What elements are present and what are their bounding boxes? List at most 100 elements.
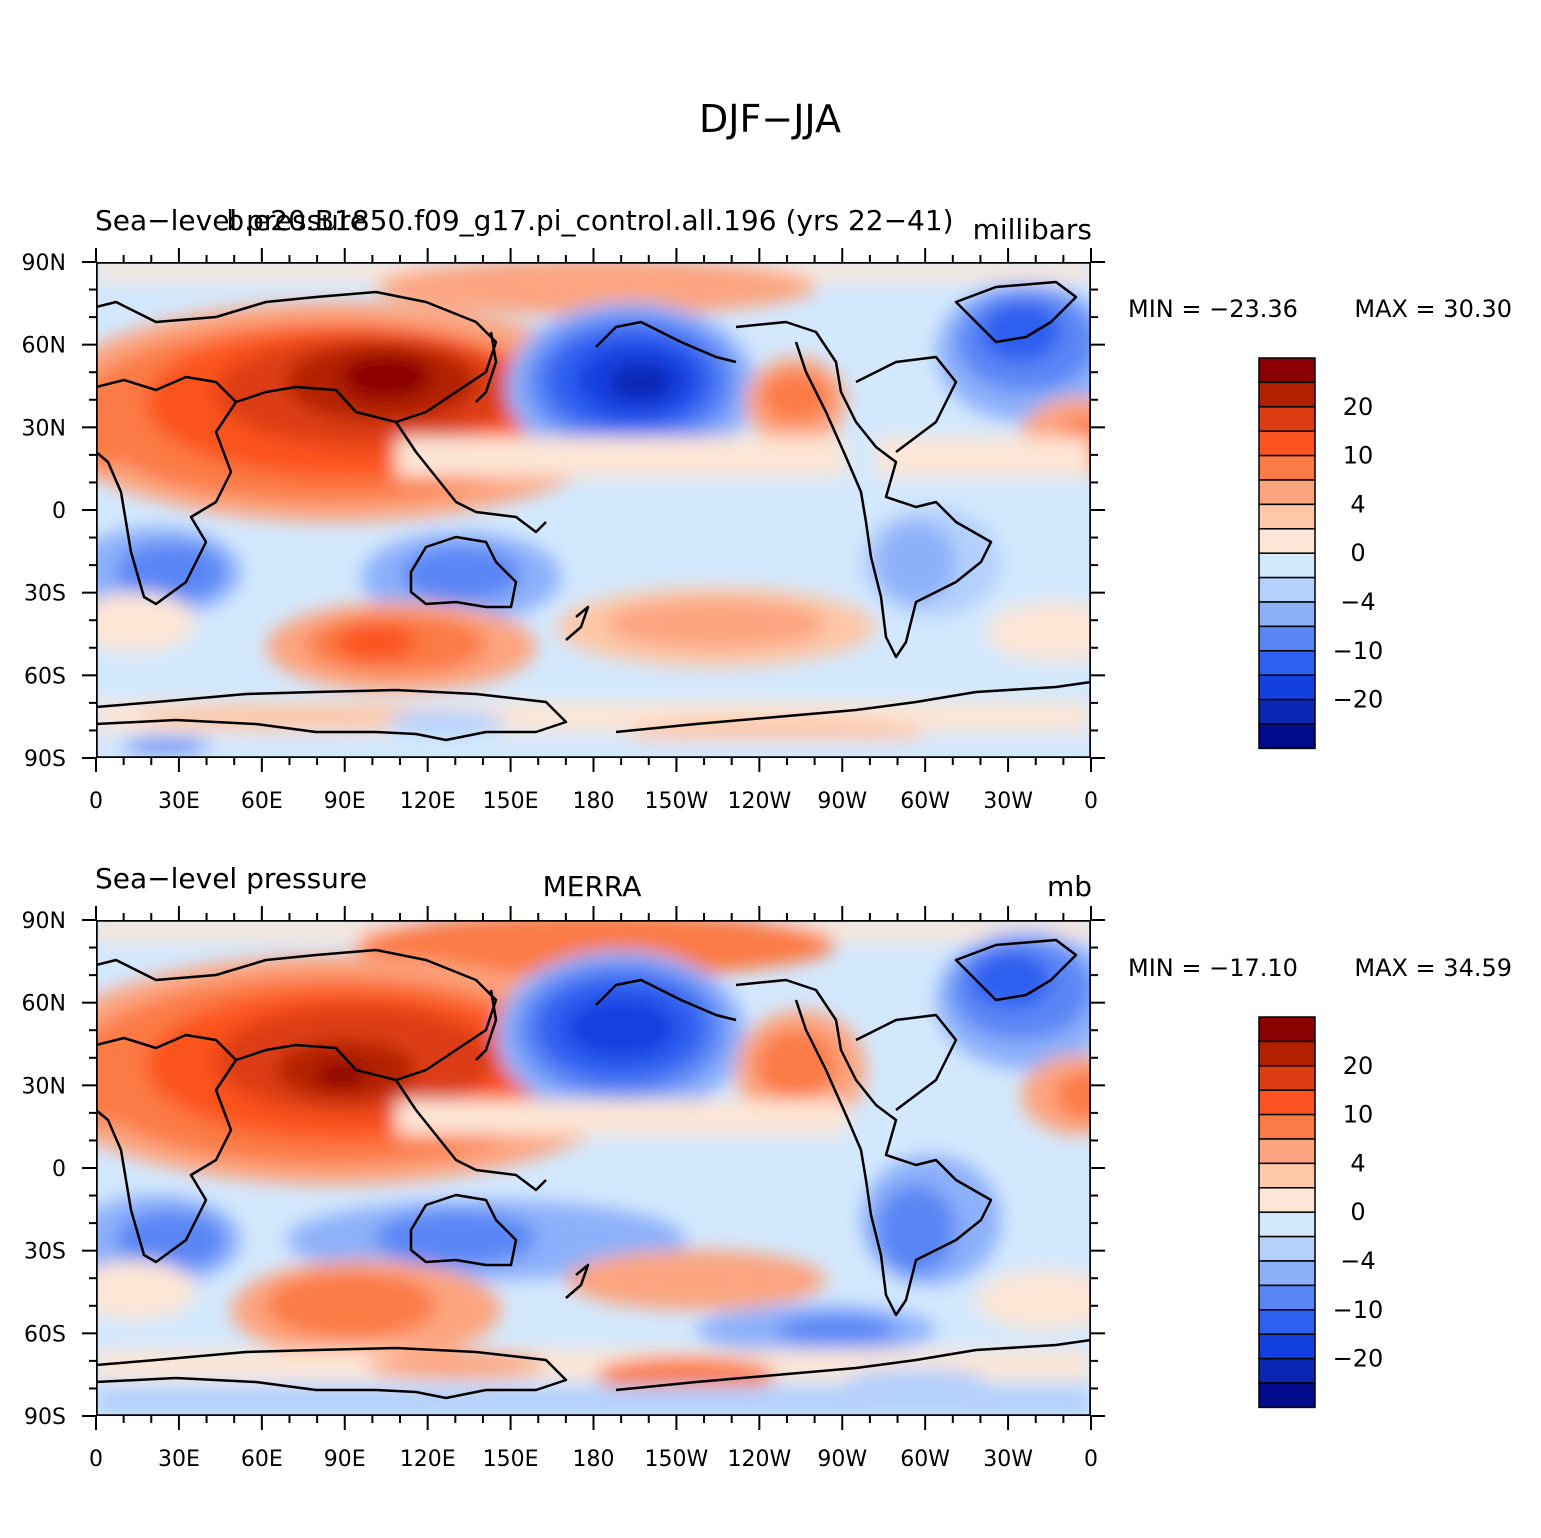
colorbar-label: 20 — [1343, 393, 1374, 421]
x-tick-label: 0 — [89, 789, 103, 814]
map-field — [96, 920, 1091, 1416]
colorbar-label: 10 — [1343, 1101, 1374, 1129]
figure-title: DJF−JJA — [699, 97, 841, 141]
colorbar-box — [1258, 1138, 1316, 1165]
y-tick-label: 30S — [24, 582, 66, 607]
x-tick-label: 30W — [983, 789, 1033, 814]
colorbar-box — [1258, 406, 1316, 432]
x-axis-labels: 0 30E 60E 90E 120E 150E 180 150W 120W 90W 60W 30W 0 — [89, 1447, 1098, 1472]
y-tick-label: 30N — [22, 1074, 66, 1099]
colorbar-label: −4 — [1340, 588, 1375, 616]
colorbar-box — [1258, 552, 1316, 579]
colorbar-box — [1258, 698, 1316, 725]
x-tick-label: 180 — [573, 1447, 615, 1472]
x-tick-label: 0 — [1084, 789, 1098, 814]
x-tick-label: 150E — [483, 789, 539, 814]
y-axis-labels: 90N 60N 30N 0 30S 60S 90S — [22, 251, 66, 772]
colorbar-box — [1258, 479, 1316, 506]
panel-left-title: Sea−level pressure — [95, 204, 367, 237]
colorbar-box — [1258, 528, 1316, 554]
x-tick-label: 150W — [645, 1447, 709, 1472]
colorbar-box — [1258, 1187, 1316, 1213]
x-tick-label: 90E — [324, 1447, 366, 1472]
coastline-outline — [96, 280, 1091, 742]
colorbar-box — [1258, 1040, 1316, 1067]
x-axis-labels: 0 30E 60E 90E 120E 150E 180 150W 120W 90W 60W 30W 0 — [89, 789, 1098, 814]
panel-units: mb — [1047, 870, 1092, 903]
axis-ticks — [82, 906, 1105, 1430]
min-value: MIN = −17.10 — [1128, 954, 1298, 982]
colorbar-box — [1258, 430, 1316, 457]
colorbar-box — [1258, 1065, 1316, 1091]
panel-center-title: b.e20.B1850.f09_g17.pi_control.all.196 (… — [226, 204, 953, 237]
y-tick-label: 60N — [22, 334, 66, 359]
colorbar-box — [1258, 1162, 1316, 1189]
x-tick-label: 150E — [483, 1447, 539, 1472]
colorbar — [1258, 357, 1316, 750]
coastline-outline — [96, 938, 1091, 1400]
colorbar-box — [1258, 674, 1316, 701]
x-tick-label: 180 — [573, 789, 615, 814]
colorbar-box — [1258, 381, 1316, 408]
colorbar-box — [1258, 1089, 1316, 1116]
x-tick-label: 30E — [158, 1447, 200, 1472]
panel-model: Sea−level pressure b.e20.B1850.f09_g17.p… — [22, 204, 1512, 814]
colorbar-box — [1258, 1284, 1316, 1311]
y-tick-label: 90S — [24, 1405, 66, 1430]
y-tick-label: 0 — [52, 1157, 66, 1182]
y-tick-label: 90N — [22, 251, 66, 276]
axis-ticks — [82, 248, 1105, 772]
y-tick-label: 90N — [22, 909, 66, 934]
x-tick-label: 120W — [727, 1447, 791, 1472]
colorbar-label: −4 — [1340, 1247, 1375, 1275]
x-tick-label: 30E — [158, 789, 200, 814]
colorbar-box — [1258, 357, 1316, 384]
x-tick-label: 0 — [1084, 1447, 1098, 1472]
colorbar-label: 0 — [1350, 539, 1365, 567]
x-tick-label: 90W — [817, 1447, 867, 1472]
x-tick-label: 60W — [900, 1447, 950, 1472]
y-axis-labels: 90N 60N 30N 0 30S 60S 90S — [22, 909, 66, 1430]
colorbar-labels: 20 10 4 0 −4 −10 −20 — [1333, 393, 1384, 714]
x-tick-label: 120W — [727, 789, 791, 814]
colorbar-box — [1258, 1309, 1316, 1335]
y-tick-label: 30S — [24, 1240, 66, 1265]
colorbar-box — [1258, 454, 1316, 481]
colorbar-box — [1258, 601, 1316, 628]
max-value: MAX = 34.59 — [1354, 954, 1512, 982]
colorbar-label: 0 — [1350, 1198, 1365, 1226]
x-tick-label: 90W — [817, 789, 867, 814]
colorbar-box — [1258, 1260, 1316, 1287]
y-tick-label: 0 — [52, 499, 66, 524]
colorbar-box — [1258, 723, 1316, 750]
colorbar-label: 4 — [1350, 1149, 1365, 1177]
colorbar-label: −20 — [1333, 686, 1384, 714]
colorbar-label: 10 — [1343, 442, 1374, 470]
colorbar-label: −10 — [1333, 637, 1384, 665]
colorbar-label: 20 — [1343, 1052, 1374, 1080]
colorbar-label: −20 — [1333, 1345, 1384, 1373]
y-tick-label: 60N — [22, 992, 66, 1017]
x-tick-label: 60E — [241, 789, 283, 814]
x-tick-label: 120E — [400, 789, 456, 814]
colorbar-label: 4 — [1350, 490, 1365, 518]
colorbar-box — [1258, 1211, 1316, 1238]
panel-left-title: Sea−level pressure — [95, 862, 367, 895]
x-tick-label: 120E — [400, 1447, 456, 1472]
colorbar-label: −10 — [1333, 1296, 1384, 1324]
min-value: MIN = −23.36 — [1128, 295, 1298, 323]
colorbar-box — [1258, 1113, 1316, 1140]
panel-units: millibars — [973, 213, 1092, 246]
x-tick-label: 60W — [900, 789, 950, 814]
colorbar-box — [1258, 1382, 1316, 1409]
x-tick-label: 60E — [241, 1447, 283, 1472]
colorbar-box — [1258, 625, 1316, 652]
colorbar-box — [1258, 1357, 1316, 1384]
x-tick-label: 30W — [983, 1447, 1033, 1472]
map-field — [96, 262, 1091, 758]
colorbar-box — [1258, 1333, 1316, 1360]
colorbar-labels: 20 10 4 0 −4 −10 −20 — [1333, 1052, 1384, 1373]
colorbar — [1258, 1016, 1316, 1409]
colorbar-box — [1258, 650, 1316, 676]
